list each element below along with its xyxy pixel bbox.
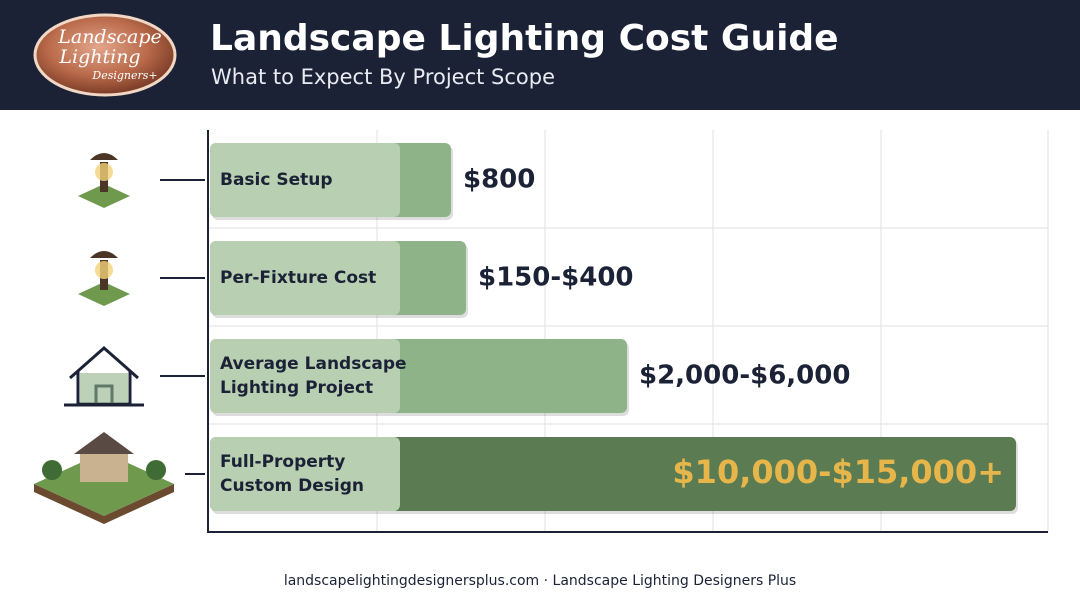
icon-house — [80, 452, 128, 482]
cost-label: $150-$400 — [478, 263, 634, 293]
row-icon — [64, 345, 144, 407]
title: Landscape Lighting Cost Guide — [210, 18, 839, 59]
icon-tree — [146, 460, 166, 480]
icon-lot-side — [34, 484, 174, 524]
footer: landscapelightingdesignersplus.com · Lan… — [284, 573, 796, 589]
bar-label-panel — [210, 143, 400, 217]
row-icon — [34, 432, 174, 524]
row-icon — [78, 251, 130, 306]
cost-label: $10,000-$15,000+ — [672, 453, 1004, 491]
row-label: Basic Setup — [220, 170, 333, 190]
logo-text: Landscape — [57, 26, 161, 48]
bar-label-panel — [210, 339, 400, 413]
row-label: Lighting Project — [220, 378, 373, 398]
logo-badge — [33, 13, 177, 97]
icon-tree — [42, 460, 62, 480]
row-label: Custom Design — [220, 476, 364, 496]
icon-cap — [90, 153, 118, 160]
cost-label: $2,000-$6,000 — [639, 361, 850, 391]
row-label: Average Landscape — [220, 354, 407, 374]
icon-base — [78, 184, 130, 208]
row-icon — [78, 153, 130, 208]
icon-base — [78, 282, 130, 306]
subtitle: What to Expect By Project Scope — [211, 65, 555, 89]
icon-glow — [95, 261, 113, 279]
bar-label-panel — [210, 241, 400, 315]
logo-text: Designers+ — [91, 69, 157, 82]
bar — [210, 437, 1016, 511]
icon-roof — [74, 432, 134, 454]
logo-text: Lighting — [58, 46, 140, 68]
bar-label-panel — [210, 437, 400, 511]
cost-label: $800 — [463, 165, 535, 195]
icon-glow — [95, 163, 113, 181]
icon-cap — [90, 251, 118, 258]
row-label: Per-Fixture Cost — [220, 268, 376, 288]
icon-house — [80, 373, 128, 403]
row-label: Full-Property — [220, 452, 345, 472]
header-bar — [0, 0, 1080, 110]
